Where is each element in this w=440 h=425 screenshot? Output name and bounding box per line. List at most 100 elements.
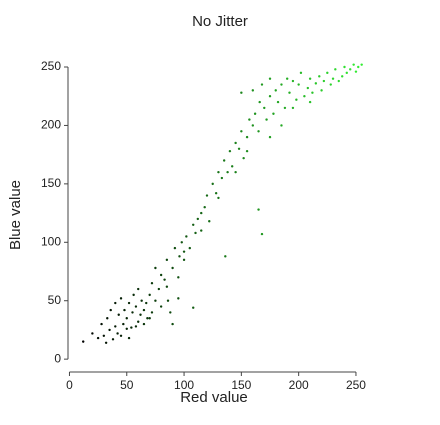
point [345, 71, 348, 75]
point [157, 287, 161, 291]
point [334, 68, 337, 71]
point [268, 77, 272, 80]
point [171, 322, 174, 326]
y-tick-label: 0 [54, 351, 61, 365]
point [130, 326, 133, 329]
point [208, 220, 211, 223]
point [185, 235, 188, 238]
point [331, 77, 335, 80]
point [154, 266, 157, 270]
point [146, 317, 149, 320]
point [222, 159, 226, 162]
point [178, 255, 181, 258]
point [205, 194, 209, 197]
point [148, 293, 151, 297]
point [173, 246, 177, 250]
point [196, 217, 200, 221]
point [258, 100, 261, 104]
point [192, 306, 195, 309]
point [123, 308, 126, 312]
point [308, 100, 312, 104]
point [91, 332, 94, 335]
x-tick-label: 50 [120, 378, 134, 392]
point [165, 258, 169, 262]
point [248, 118, 251, 121]
x-tick-label: 0 [66, 378, 73, 392]
point [349, 68, 352, 71]
point [127, 336, 131, 340]
point [303, 95, 306, 98]
point [354, 70, 358, 73]
point [341, 75, 344, 78]
point [200, 211, 203, 215]
point [182, 250, 186, 253]
point [276, 100, 280, 104]
point [295, 98, 298, 101]
x-axis-label: Red value [180, 389, 248, 406]
point [260, 83, 264, 86]
point [326, 71, 329, 75]
point [308, 77, 312, 80]
point [234, 170, 237, 174]
y-tick-label: 50 [48, 293, 62, 307]
point [314, 82, 318, 85]
point [148, 317, 151, 320]
point [322, 79, 326, 83]
point [240, 130, 243, 133]
point [274, 89, 277, 92]
point [125, 317, 128, 320]
point [159, 273, 163, 277]
point [177, 297, 180, 300]
point [283, 106, 287, 110]
point [192, 223, 195, 226]
point [82, 340, 85, 343]
point [154, 299, 157, 302]
point [114, 301, 117, 305]
y-tick-label: 200 [41, 118, 61, 132]
point [242, 156, 245, 160]
point [134, 325, 138, 328]
point [263, 106, 266, 110]
point [142, 322, 146, 326]
point [114, 325, 117, 328]
point [299, 71, 303, 75]
point [142, 308, 146, 312]
point [217, 196, 220, 200]
x-tick-label: 200 [289, 378, 309, 392]
point [311, 91, 314, 94]
point [139, 313, 142, 316]
point [165, 285, 169, 288]
point [131, 311, 134, 314]
point [288, 91, 291, 94]
point [291, 106, 295, 110]
point [226, 170, 229, 174]
point [240, 91, 243, 94]
point [203, 206, 206, 209]
point [166, 299, 170, 302]
point [150, 311, 154, 314]
point [214, 192, 218, 195]
point [188, 246, 191, 250]
point [116, 332, 119, 335]
point [177, 276, 180, 279]
point [169, 311, 172, 314]
point [265, 118, 268, 121]
point [140, 299, 143, 302]
point [272, 112, 275, 115]
point [117, 313, 120, 316]
point [119, 297, 123, 300]
point [253, 112, 257, 115]
point [257, 130, 260, 133]
point [100, 322, 103, 326]
point [234, 141, 237, 145]
point [260, 232, 264, 236]
point [257, 208, 260, 211]
point [122, 322, 125, 326]
point [137, 320, 140, 323]
point [111, 338, 115, 341]
point [268, 95, 272, 98]
point [360, 63, 363, 66]
point [109, 308, 112, 312]
point [96, 336, 100, 340]
point [237, 147, 241, 151]
